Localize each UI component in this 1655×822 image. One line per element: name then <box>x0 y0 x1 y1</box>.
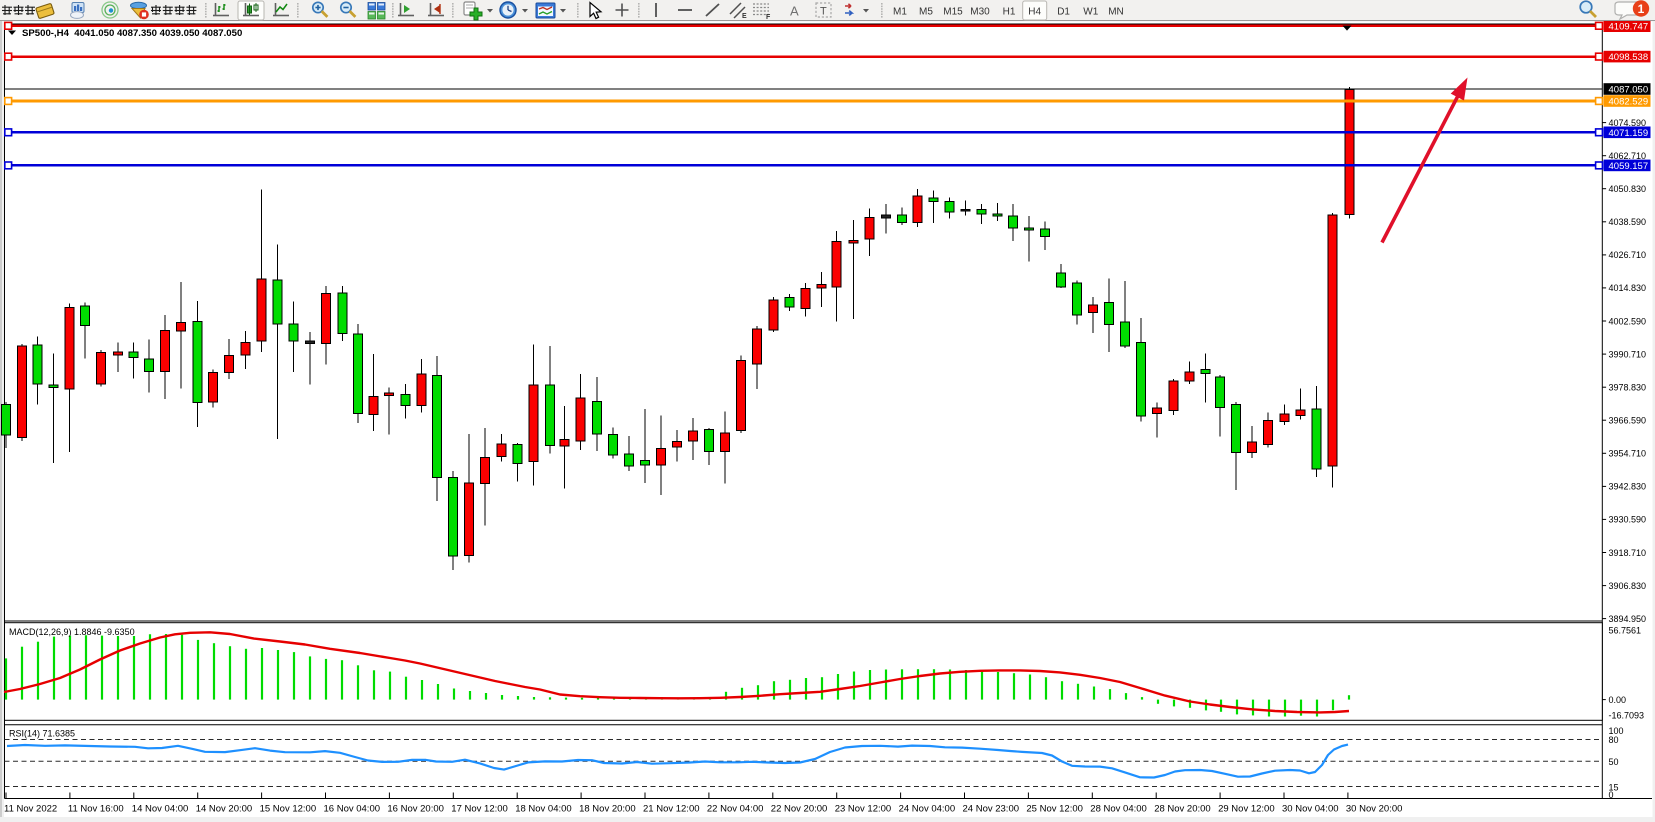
svg-text:MN: MN <box>1108 7 1124 18</box>
svg-text:M5: M5 <box>919 7 933 18</box>
svg-text:28 Nov 20:00: 28 Nov 20:00 <box>1154 804 1211 815</box>
svg-text:4002.590: 4002.590 <box>1609 316 1647 326</box>
svg-text:15 Nov 12:00: 15 Nov 12:00 <box>260 804 317 815</box>
svg-text:E: E <box>742 13 747 20</box>
svg-text:29 Nov 12:00: 29 Nov 12:00 <box>1218 804 1275 815</box>
svg-text:W1: W1 <box>1083 7 1098 18</box>
svg-text:RSI(14) 71.6385: RSI(14) 71.6385 <box>9 729 75 739</box>
svg-text:21 Nov 12:00: 21 Nov 12:00 <box>643 804 700 815</box>
svg-text:4038.590: 4038.590 <box>1609 217 1647 227</box>
svg-text:A: A <box>790 4 799 19</box>
svg-text:3966.590: 3966.590 <box>1609 416 1647 426</box>
svg-text:22 Nov 04:00: 22 Nov 04:00 <box>707 804 764 815</box>
svg-text:4014.830: 4014.830 <box>1609 283 1647 293</box>
svg-text:M1: M1 <box>893 7 907 18</box>
svg-text:25 Nov 12:00: 25 Nov 12:00 <box>1026 804 1083 815</box>
svg-text:4026.710: 4026.710 <box>1609 250 1647 260</box>
svg-text:D1: D1 <box>1057 7 1070 18</box>
svg-text:16 Nov 04:00: 16 Nov 04:00 <box>324 804 381 815</box>
svg-text:3930.590: 3930.590 <box>1609 515 1647 525</box>
svg-text:F: F <box>766 14 771 21</box>
svg-text:4098.538: 4098.538 <box>1609 52 1649 63</box>
svg-text:0.00: 0.00 <box>1609 695 1627 705</box>
svg-text:H1: H1 <box>1003 7 1016 18</box>
svg-text:18 Nov 04:00: 18 Nov 04:00 <box>515 804 572 815</box>
svg-text:0: 0 <box>1609 790 1614 800</box>
svg-text:80: 80 <box>1609 735 1619 745</box>
svg-text:MACD(12,26,9) 1.8846 -9.6350: MACD(12,26,9) 1.8846 -9.6350 <box>9 627 135 637</box>
svg-text:30 Nov 04:00: 30 Nov 04:00 <box>1282 804 1339 815</box>
svg-text:4059.157: 4059.157 <box>1609 161 1649 172</box>
svg-text:-16.7093: -16.7093 <box>1609 710 1645 720</box>
svg-text:50: 50 <box>1609 757 1619 767</box>
svg-text:14 Nov 04:00: 14 Nov 04:00 <box>132 804 189 815</box>
svg-text:M15: M15 <box>943 7 963 18</box>
svg-text:30 Nov 20:00: 30 Nov 20:00 <box>1346 804 1403 815</box>
svg-text:24 Nov 04:00: 24 Nov 04:00 <box>899 804 956 815</box>
svg-text:3918.710: 3918.710 <box>1609 548 1647 558</box>
svg-text:4109.747: 4109.747 <box>1609 22 1649 33</box>
svg-text:4082.529: 4082.529 <box>1609 97 1649 108</box>
svg-text:16 Nov 20:00: 16 Nov 20:00 <box>387 804 444 815</box>
svg-text:23 Nov 12:00: 23 Nov 12:00 <box>835 804 892 815</box>
svg-text:4071.159: 4071.159 <box>1609 128 1649 139</box>
svg-text:4050.830: 4050.830 <box>1609 184 1647 194</box>
svg-text:3990.710: 3990.710 <box>1609 349 1647 359</box>
svg-text:3894.950: 3894.950 <box>1609 614 1647 624</box>
svg-text:M30: M30 <box>970 7 990 18</box>
svg-text:3906.830: 3906.830 <box>1609 581 1647 591</box>
svg-text:3954.710: 3954.710 <box>1609 449 1647 459</box>
svg-text:SP500-,H4 4041.050 4087.350 4: SP500-,H4 4041.050 4087.350 4039.050 408… <box>22 28 242 39</box>
svg-text:14 Nov 20:00: 14 Nov 20:00 <box>196 804 253 815</box>
svg-text:22 Nov 20:00: 22 Nov 20:00 <box>771 804 828 815</box>
svg-text:11 Nov 2022: 11 Nov 2022 <box>4 804 57 815</box>
svg-text:100: 100 <box>1609 726 1624 736</box>
svg-text:4074.590: 4074.590 <box>1609 118 1647 128</box>
svg-text:3942.830: 3942.830 <box>1609 482 1647 492</box>
svg-text:28 Nov 04:00: 28 Nov 04:00 <box>1090 804 1147 815</box>
svg-text:4087.050: 4087.050 <box>1609 85 1649 96</box>
svg-text:4062.710: 4062.710 <box>1609 151 1647 161</box>
svg-text:11 Nov 16:00: 11 Nov 16:00 <box>68 804 124 815</box>
svg-text:17 Nov 12:00: 17 Nov 12:00 <box>451 804 508 815</box>
svg-text:18 Nov 20:00: 18 Nov 20:00 <box>579 804 636 815</box>
svg-text:3978.830: 3978.830 <box>1609 383 1647 393</box>
svg-text:24 Nov 23:00: 24 Nov 23:00 <box>963 804 1020 815</box>
svg-text:T: T <box>820 6 827 18</box>
svg-text:H4: H4 <box>1028 7 1041 18</box>
svg-text:1: 1 <box>1638 2 1645 16</box>
svg-text:56.7561: 56.7561 <box>1609 626 1642 636</box>
svg-text:15: 15 <box>1609 783 1619 793</box>
